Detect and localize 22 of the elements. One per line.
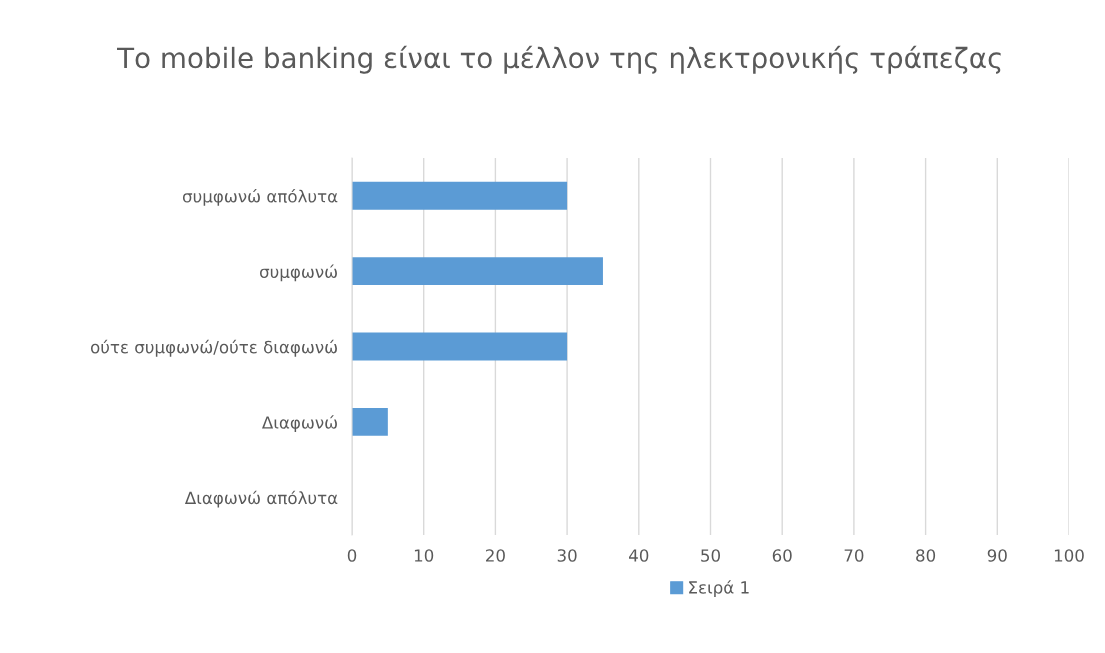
x-tick-label: 40 [629,549,649,562]
x-tick-label: 20 [486,549,505,562]
y-tick-label: Διαφωνώ [262,415,337,433]
x-tick-label: 60 [772,549,792,562]
x-tick-label: 0 [347,549,357,562]
x-tick-label: 70 [844,549,864,562]
y-tick-label: Διαφωνώ απόλυτα [184,490,338,508]
bar [352,181,568,210]
bar [352,332,568,361]
x-tick-label: 10 [414,549,434,562]
x-tick-label: 50 [701,549,720,562]
x-tick-label: 90 [987,549,1007,562]
x-tick-label: 80 [916,549,936,562]
legend-label: Σειρά 1 [689,580,749,597]
x-tick-label: 30 [557,549,577,562]
x-tick-label: 100 [1054,549,1084,562]
chart-title: Το mobile banking είναι το μέλλον της ηλεκτρονικής τράπεζας [117,45,1001,74]
bar [352,257,603,286]
y-tick-label: συμφωνώ απόλυτα [182,189,338,206]
bar [352,407,388,436]
y-tick-label: ούτε συμφωνώ/ούτε διαφωνώ [90,339,337,357]
y-tick-label: συμφωνώ [260,264,337,282]
